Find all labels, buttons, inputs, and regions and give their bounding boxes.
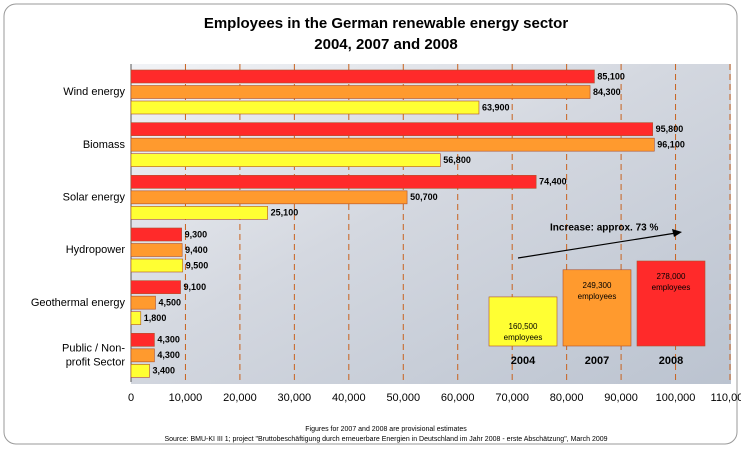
value-label: 95,800 bbox=[656, 124, 684, 134]
y-tick-label: Solar energy bbox=[63, 192, 126, 204]
bar bbox=[130, 333, 155, 347]
value-label: 9,300 bbox=[185, 229, 208, 239]
value-label: 9,500 bbox=[186, 260, 209, 270]
bar bbox=[130, 280, 181, 294]
total-label: 278,000 employees bbox=[652, 272, 691, 292]
x-tick-label: 10,000 bbox=[169, 392, 203, 404]
increase-arrow bbox=[517, 232, 677, 259]
value-label: 25,100 bbox=[271, 208, 299, 218]
bar bbox=[130, 190, 408, 205]
value-label: 9,100 bbox=[184, 282, 207, 292]
total-label: 160,500 employees bbox=[504, 322, 543, 342]
x-tick-label: 40,000 bbox=[332, 392, 366, 404]
bar bbox=[130, 311, 142, 325]
total-box bbox=[562, 269, 632, 347]
value-label: 4,500 bbox=[159, 298, 182, 308]
x-tick-label: 50,000 bbox=[386, 392, 420, 404]
bar bbox=[130, 227, 182, 242]
chart-subtitle: 2004, 2007 and 2008 bbox=[314, 36, 457, 53]
arrow-head bbox=[672, 229, 682, 237]
bar bbox=[130, 295, 156, 310]
bar bbox=[130, 364, 150, 378]
value-label: 56,800 bbox=[443, 155, 471, 165]
chart-title: Employees in the German renewable energy… bbox=[204, 15, 568, 32]
value-label: 85,100 bbox=[597, 71, 625, 81]
footnote: Figures for 2007 and 2008 are provisiona… bbox=[305, 426, 467, 433]
total-label: 249,300 employees bbox=[578, 281, 617, 301]
bar bbox=[130, 153, 441, 167]
value-label: 63,900 bbox=[482, 102, 510, 112]
value-label: 9,400 bbox=[185, 245, 208, 255]
y-tick-label: Public / Non-profit Sector bbox=[62, 343, 125, 369]
x-tick-label: 110,000 bbox=[711, 392, 741, 404]
value-label: 50,700 bbox=[410, 192, 438, 202]
bar bbox=[130, 85, 591, 99]
y-tick-label: Wind energy bbox=[63, 86, 125, 98]
bar bbox=[130, 175, 537, 189]
bar bbox=[130, 137, 655, 152]
annotation: Increase: approx. 73 % bbox=[550, 223, 658, 234]
x-tick-label: 70,000 bbox=[495, 392, 529, 404]
y-tick-label: Biomass bbox=[83, 139, 126, 151]
x-tick-label: 0 bbox=[128, 392, 134, 404]
bar bbox=[130, 69, 595, 84]
total-year: 2007 bbox=[585, 355, 609, 367]
x-tick-label: 100,000 bbox=[656, 392, 696, 404]
x-tick-label: 30,000 bbox=[278, 392, 312, 404]
x-tick-label: 20,000 bbox=[223, 392, 257, 404]
bar bbox=[130, 243, 183, 257]
value-label: 84,300 bbox=[593, 87, 621, 97]
value-label: 96,100 bbox=[657, 140, 685, 150]
value-label: 4,300 bbox=[157, 350, 180, 360]
value-label: 1,800 bbox=[144, 313, 167, 323]
bar bbox=[130, 258, 184, 273]
y-tick-label: Geothermal energy bbox=[31, 297, 126, 309]
x-tick-label: 90,000 bbox=[604, 392, 638, 404]
bar bbox=[130, 348, 155, 363]
total-box bbox=[636, 260, 706, 347]
y-tick-label: Hydropower bbox=[66, 244, 126, 256]
source: Source: BMU-KI III 1; project "Bruttobes… bbox=[164, 436, 607, 443]
bar bbox=[130, 122, 653, 136]
x-tick-label: 80,000 bbox=[550, 392, 584, 404]
value-label: 4,300 bbox=[157, 335, 180, 345]
total-year: 2008 bbox=[659, 355, 683, 367]
value-label: 74,400 bbox=[539, 177, 567, 187]
bar bbox=[130, 100, 480, 115]
bar bbox=[130, 206, 268, 220]
total-year: 2004 bbox=[511, 355, 536, 367]
value-label: 3,400 bbox=[153, 366, 176, 376]
total-box bbox=[488, 296, 558, 347]
x-tick-label: 60,000 bbox=[441, 392, 475, 404]
